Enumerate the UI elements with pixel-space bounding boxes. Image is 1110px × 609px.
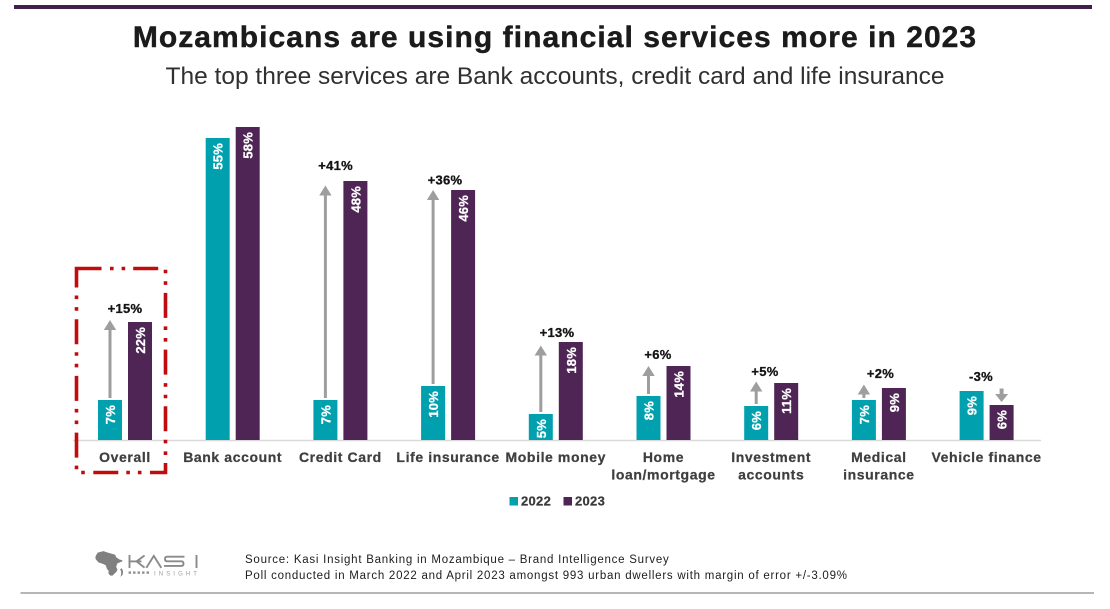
svg-text:18%: 18%	[564, 347, 579, 374]
svg-text:insurance: insurance	[843, 467, 915, 483]
svg-text:11%: 11%	[779, 388, 794, 414]
svg-text:Overall: Overall	[99, 449, 151, 465]
svg-text:9%: 9%	[965, 396, 980, 415]
svg-text:Medical: Medical	[851, 449, 907, 465]
svg-text:Vehicle finance: Vehicle finance	[932, 449, 1042, 465]
svg-text:8%: 8%	[642, 401, 657, 420]
svg-text:Home: Home	[643, 449, 684, 465]
svg-text:Investment: Investment	[731, 449, 811, 465]
svg-text:46%: 46%	[456, 195, 471, 222]
svg-text:Credit Card: Credit Card	[299, 449, 382, 465]
svg-text:+15%: +15%	[108, 301, 143, 316]
svg-text:Mobile money: Mobile money	[506, 449, 607, 465]
svg-text:7%: 7%	[318, 405, 333, 424]
svg-text:7%: 7%	[857, 405, 872, 424]
svg-text:Bank account: Bank account	[183, 449, 282, 465]
svg-text:48%: 48%	[348, 186, 363, 213]
svg-text:+41%: +41%	[318, 158, 353, 173]
svg-text:9%: 9%	[887, 393, 902, 412]
svg-text:7%: 7%	[103, 405, 118, 424]
svg-text:2023: 2023	[575, 494, 605, 509]
svg-text:+2%: +2%	[867, 366, 894, 381]
svg-text:58%: 58%	[241, 132, 256, 159]
svg-text:5%: 5%	[534, 419, 549, 438]
svg-text:INSIGHT: INSIGHT	[154, 571, 200, 577]
svg-text:-3%: -3%	[969, 369, 993, 384]
svg-text:+13%: +13%	[540, 325, 575, 340]
svg-text:Life insurance: Life insurance	[396, 449, 499, 465]
svg-text:55%: 55%	[211, 143, 226, 170]
svg-text:loan/mortgage: loan/mortgage	[611, 467, 715, 483]
svg-text:+5%: +5%	[751, 364, 778, 379]
svg-text:6%: 6%	[995, 410, 1010, 429]
svg-text:6%: 6%	[749, 411, 764, 430]
svg-text:14%: 14%	[672, 371, 687, 398]
svg-text:+6%: +6%	[644, 347, 671, 362]
svg-text:+36%: +36%	[428, 173, 463, 188]
svg-text:2022: 2022	[521, 494, 551, 509]
svg-text:10%: 10%	[426, 391, 441, 418]
svg-text:22%: 22%	[133, 327, 148, 354]
svg-text:accounts: accounts	[738, 467, 804, 483]
